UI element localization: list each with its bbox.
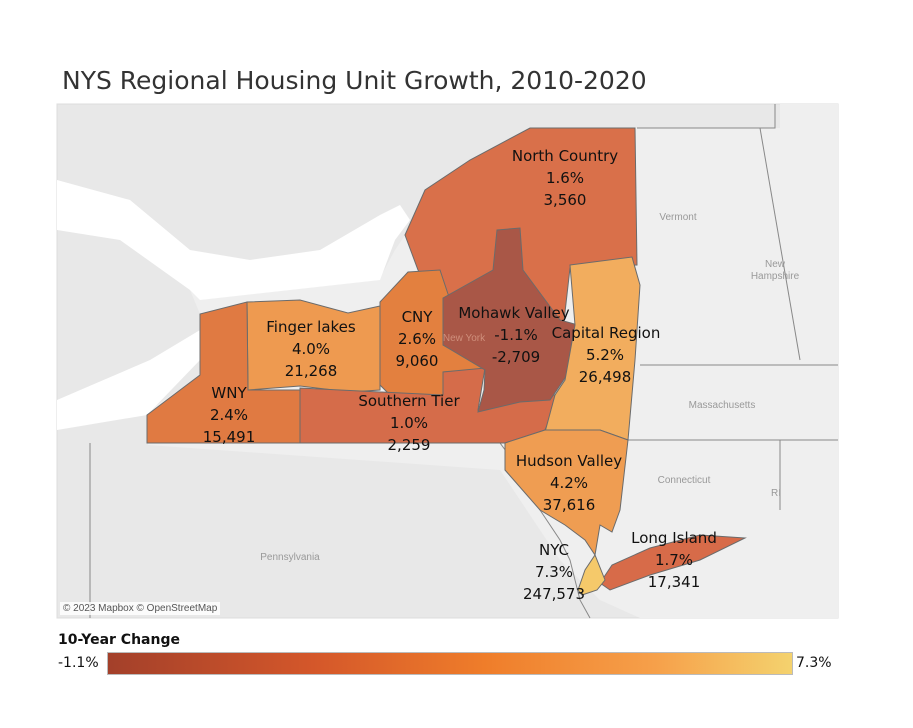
svg-text:21,268: 21,268 (285, 362, 338, 380)
region-long-island[interactable] (599, 534, 747, 591)
region-wny[interactable] (146, 301, 301, 444)
map-attribution[interactable]: © 2023 Mapbox © OpenStreetMap (60, 602, 221, 615)
svg-text:Long Island: Long Island (631, 529, 717, 547)
region-labels: North Country 1.6% 3,560 CNY 2.6% 9,060 Fing… (203, 147, 717, 603)
label-pennsylvania: Pennsylvania (260, 552, 320, 563)
legend-max-label: 7.3% (796, 655, 832, 671)
svg-text:2.6%: 2.6% (398, 330, 436, 348)
regions (146, 127, 747, 596)
svg-text:26,498: 26,498 (579, 368, 632, 386)
legend-color-ramp (107, 652, 793, 675)
svg-text:-2,709: -2,709 (492, 348, 540, 366)
legend-min-label: -1.1% (58, 655, 99, 671)
lake-erie (57, 330, 200, 430)
basemap-labels: Vermont New Hampshire Massachusetts Conn… (260, 212, 799, 563)
state-borders (89, 104, 838, 619)
svg-text:37,616: 37,616 (543, 496, 596, 514)
svg-text:247,573: 247,573 (523, 585, 585, 603)
svg-text:North Country: North Country (512, 147, 618, 165)
svg-text:4.2%: 4.2% (550, 474, 588, 492)
svg-text:1.0%: 1.0% (390, 414, 428, 432)
label-vermont: Vermont (659, 212, 696, 223)
svg-text:1.6%: 1.6% (546, 169, 584, 187)
svg-text:WNY: WNY (211, 384, 247, 402)
region-nyc[interactable] (577, 553, 606, 596)
chart-title: NYS Regional Housing Unit Growth, 2010-2… (62, 66, 647, 95)
svg-text:2,259: 2,259 (388, 436, 431, 454)
region-finger-lakes[interactable] (246, 299, 381, 393)
lake-ontario (57, 180, 410, 300)
svg-text:Hudson Valley: Hudson Valley (516, 452, 622, 470)
label-massachusetts: Massachusetts (689, 400, 756, 411)
label-new-york: New York (443, 333, 486, 344)
svg-text:Capital Region: Capital Region (552, 324, 661, 342)
legend-title: 10-Year Change (58, 632, 180, 648)
svg-text:7.3%: 7.3% (535, 563, 573, 581)
svg-text:2.4%: 2.4% (210, 406, 248, 424)
svg-text:Finger lakes: Finger lakes (266, 318, 356, 336)
svg-text:Mohawk Valley: Mohawk Valley (458, 304, 569, 322)
label-connecticut: Connecticut (658, 475, 711, 486)
svg-text:NYC: NYC (539, 541, 569, 559)
label-new-hampshire: New (765, 259, 786, 270)
svg-text:1.7%: 1.7% (655, 551, 693, 569)
label-ri: RI (771, 488, 781, 499)
svg-text:Southern Tier: Southern Tier (358, 392, 460, 410)
svg-text:4.0%: 4.0% (292, 340, 330, 358)
svg-text:-1.1%: -1.1% (494, 326, 538, 344)
svg-text:3,560: 3,560 (544, 191, 587, 209)
svg-text:5.2%: 5.2% (586, 346, 624, 364)
svg-text:CNY: CNY (402, 308, 434, 326)
region-hudson-valley[interactable] (504, 429, 629, 557)
label-new-hampshire: Hampshire (751, 271, 800, 282)
svg-text:15,491: 15,491 (203, 428, 256, 446)
svg-text:17,341: 17,341 (648, 573, 701, 591)
svg-text:9,060: 9,060 (396, 352, 439, 370)
